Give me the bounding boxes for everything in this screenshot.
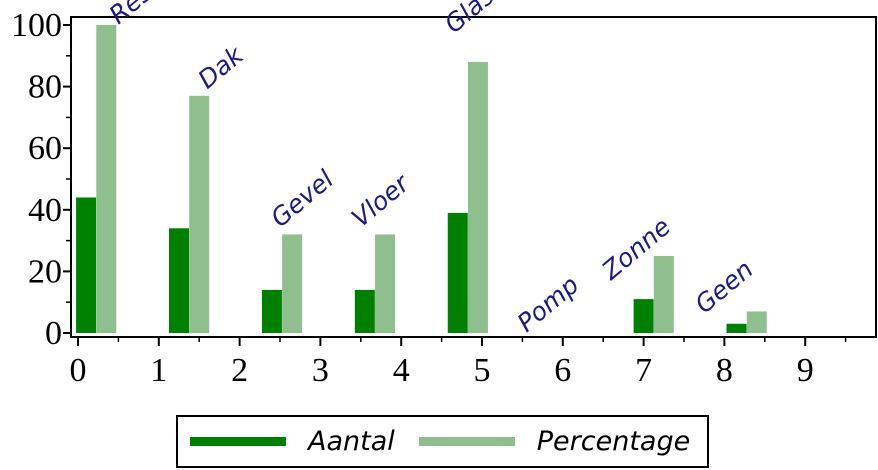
y-tick-label-2: 40 [28,192,62,229]
x-tick-label-8: 8 [716,352,733,389]
bar-aantal-6 [633,299,654,333]
x-tick-label-0: 0 [70,352,87,389]
legend-item-percentage: Percentage [395,426,690,457]
bar-percentage-1 [189,95,210,333]
x-tick-label-9: 9 [797,352,814,389]
y-tick-label-1: 20 [28,253,62,290]
bar-percentage-7 [746,311,767,333]
bar-percentage-0 [96,25,117,333]
annotation-glas: Glas [439,0,500,39]
annotation-pomp: Pomp [512,270,585,338]
x-tick-label-3: 3 [312,352,329,389]
bars-group [76,25,767,334]
legend-label-aantal: Aantal [308,426,395,457]
annotation-vloer: Vloer [346,168,416,233]
annotation-dak: Dak [192,40,249,95]
y-tick-label-4: 80 [28,69,62,106]
annotation-gevel: Gevel [265,164,339,232]
legend-swatch-aantal [190,437,286,446]
bar-aantal-4 [447,212,468,333]
bar-aantal-7 [726,323,747,333]
x-tick-label-1: 1 [150,352,167,389]
legend: Aantal Percentage [176,415,709,468]
x-tick-label-5: 5 [474,352,491,389]
bar-percentage-3 [375,234,396,333]
axes-group: 0 1 2 3 4 5 6 7 8 9 0 20 40 60 80 100 [11,7,876,389]
bar-aantal-2 [261,289,282,333]
x-tick-label-7: 7 [635,352,652,389]
x-tick-label-6: 6 [554,352,571,389]
legend-item-aantal: Aantal [178,426,395,457]
bar-percentage-4 [467,61,488,334]
bar-percentage-2 [282,234,303,333]
bar-aantal-0 [76,197,97,333]
y-tick-label-5: 100 [11,7,62,44]
bar-percentage-6 [653,256,674,333]
legend-swatch-percentage [418,437,515,446]
y-tick-label-0: 0 [45,315,62,352]
bar-aantal-3 [354,289,375,333]
y-tick-label-3: 60 [28,130,62,167]
bar-aantal-1 [169,228,189,333]
x-tick-label-4: 4 [393,352,410,389]
annotation-geen: Geen [689,254,758,319]
x-tick-label-2: 2 [231,352,248,389]
legend-label-percentage: Percentage [536,426,691,457]
